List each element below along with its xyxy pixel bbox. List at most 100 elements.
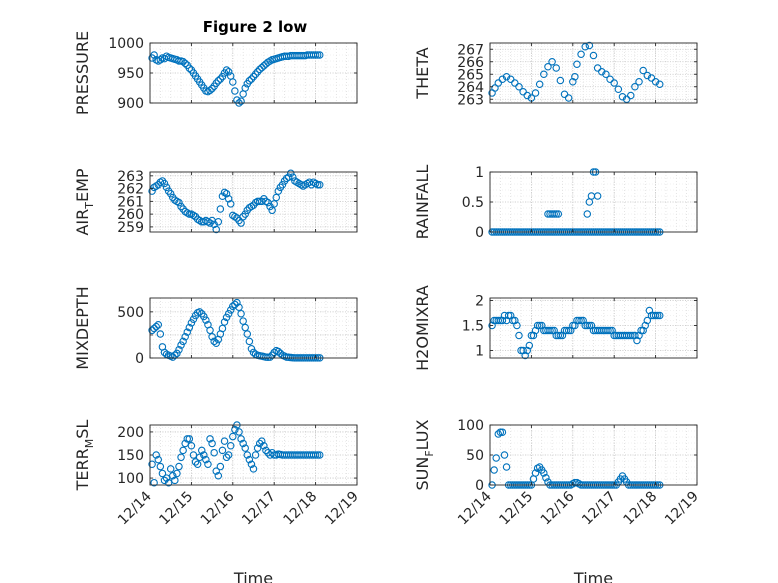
chart-2-point <box>651 78 660 86</box>
chart-6-point <box>608 326 616 335</box>
chart-5-point <box>218 324 227 333</box>
chart-4-point <box>552 210 560 218</box>
chart-6-point <box>509 316 517 325</box>
chart-2-point <box>552 64 560 72</box>
chart-1-point <box>206 86 214 95</box>
chart-7-point <box>150 478 158 487</box>
chart-7-xlabel: Time <box>233 569 273 583</box>
chart-8-xtick-label: 12/15 <box>496 489 536 529</box>
chart-5-point <box>189 315 198 323</box>
chart-8-point <box>500 451 509 459</box>
chart-5-ytick-label: 0 <box>135 351 144 367</box>
chart-2-point <box>491 84 499 92</box>
chart-3-point <box>241 210 249 218</box>
chart-2-point <box>647 74 656 82</box>
chart-3-point <box>166 189 175 198</box>
chart-8-grid <box>489 424 698 486</box>
chart-7-ylabel-tail: SL <box>73 420 92 439</box>
chart-2-point <box>602 70 610 79</box>
chart-5-point <box>206 326 214 335</box>
chart-5-point <box>202 316 210 324</box>
chart-2-point <box>589 51 598 60</box>
chart-7-point <box>313 451 322 459</box>
chart-5-point <box>150 324 158 333</box>
chart-1-point <box>311 51 320 59</box>
chart-3-point <box>185 210 194 218</box>
chart-6-point <box>550 326 558 335</box>
chart-2-point <box>569 78 577 86</box>
chart-7-point <box>264 448 272 457</box>
chart-7-point <box>148 460 156 468</box>
chart-1-point <box>241 84 249 92</box>
chart-3-ytick-label: 263 <box>117 169 144 185</box>
chart-5-point <box>222 313 231 322</box>
chart-2-ytick-label: 264 <box>457 80 484 96</box>
chart-1-ylabel-main: PRESSURE <box>73 31 92 115</box>
chart-1-point <box>249 72 258 81</box>
chart-6-ylabel: H2OMIXRA <box>413 285 432 371</box>
chart-6-point <box>579 316 587 325</box>
chart-6-point <box>635 331 643 340</box>
chart-5-point <box>173 349 181 358</box>
chart-1-point <box>214 77 223 85</box>
chart-5-point <box>179 337 187 346</box>
chart-1-points <box>148 51 324 107</box>
chart-7-point <box>200 451 208 459</box>
chart-2-point <box>523 91 532 100</box>
chart-5-point <box>233 298 241 307</box>
chart-2-point <box>577 50 585 58</box>
chart-7-point <box>173 469 181 478</box>
chart-6-point <box>653 311 662 320</box>
chart-6-ytick-label: 1 <box>475 344 484 360</box>
chart-6-point <box>564 326 573 335</box>
chart-2-point <box>643 71 652 80</box>
chart-6-point <box>645 306 654 315</box>
chart-1-point <box>150 51 158 59</box>
chart-6-ytick-label: 1.5 <box>462 319 484 335</box>
chart-2-point <box>556 76 565 85</box>
chart-7-point <box>262 446 270 455</box>
chart-7-point <box>216 462 225 471</box>
chart-3-point <box>212 225 220 234</box>
chart-3-axes-box <box>149 171 358 233</box>
chart-2-point <box>618 93 627 101</box>
chart-6-point <box>655 311 664 320</box>
chart-2-point <box>564 94 573 102</box>
chart-6-point <box>637 326 645 335</box>
chart-2-point <box>581 42 589 51</box>
chart-2-point <box>502 73 511 81</box>
chart-5-point <box>224 309 233 318</box>
chart-7-xtick-label: 12/14 <box>115 488 155 528</box>
chart-6-panel: 1 1.5 2 H2OMIXRA <box>413 285 698 371</box>
chart-3-point <box>278 181 287 189</box>
chart-1-point <box>222 66 231 74</box>
chart-5-point <box>245 337 254 346</box>
chart-7-ylabel-main: TERR <box>73 448 92 491</box>
chart-7-xtick-label: 12/19 <box>322 489 362 529</box>
chart-6-point <box>604 326 612 335</box>
chart-7-point <box>189 451 198 459</box>
chart-7-point <box>204 460 212 468</box>
chart-5-point <box>175 345 183 354</box>
chart-1-point <box>237 97 245 105</box>
chart-5-point <box>241 323 249 332</box>
chart-2-point <box>494 79 503 87</box>
chart-7-point <box>255 439 264 448</box>
chart-6-point <box>521 351 529 360</box>
chart-8-ylabel-sub: F <box>423 450 436 456</box>
chart-6-point <box>531 326 540 335</box>
chart-8-ylabel-tail: LUX <box>413 419 432 450</box>
chart-7-point <box>158 469 167 478</box>
chart-7-point <box>258 437 266 445</box>
chart-5-panel: 0 500 MIXDEPTH <box>73 286 358 370</box>
chart-6-point <box>627 331 635 340</box>
chart-7-point <box>152 451 160 459</box>
chart-2-point <box>610 79 618 87</box>
chart-2-point <box>593 64 602 72</box>
chart-7-point <box>243 451 252 459</box>
chart-6-point <box>506 311 515 320</box>
chart-6-point <box>643 316 652 325</box>
chart-2-point <box>573 60 581 68</box>
chart-2-ytick-label: 263 <box>457 92 484 108</box>
